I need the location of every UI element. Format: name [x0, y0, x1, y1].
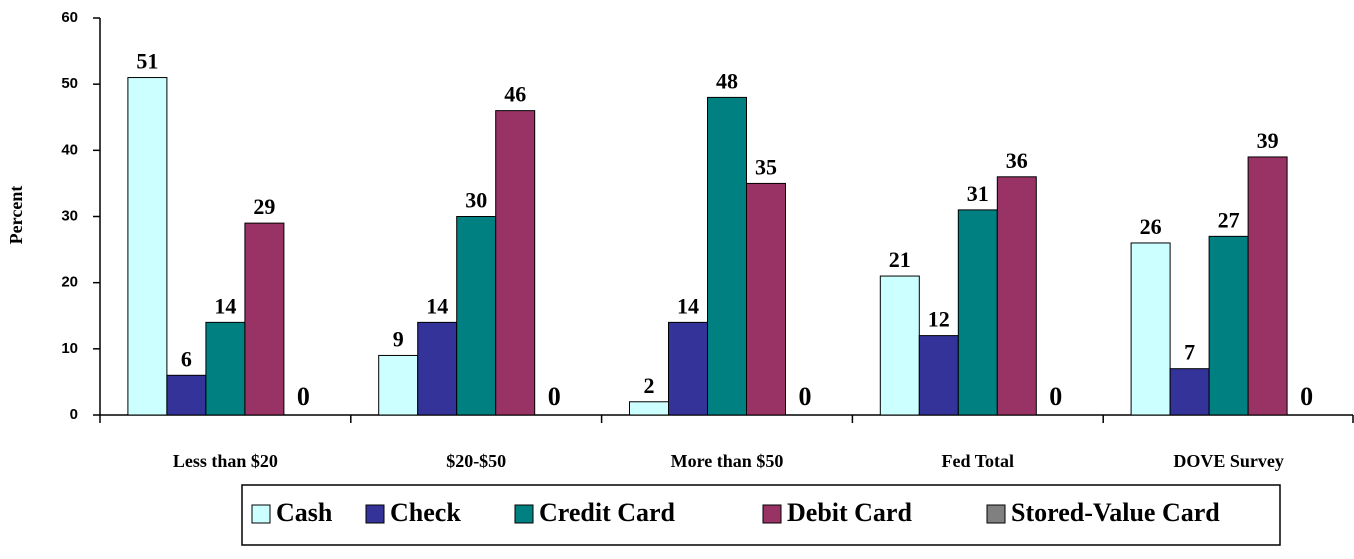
- y-tick-label: 0: [70, 406, 78, 423]
- data-label: 26: [1140, 214, 1162, 239]
- bar: [879, 275, 920, 416]
- data-label: 31: [967, 181, 989, 206]
- data-label: 46: [504, 82, 526, 107]
- legend-swatch: [762, 504, 782, 524]
- x-tick-label: $20-$50: [446, 451, 506, 471]
- bar: [707, 96, 747, 416]
- bar: [996, 176, 1037, 416]
- legend-label: Stored-Value Card: [1011, 498, 1220, 527]
- y-axis-label: Percent: [6, 186, 26, 245]
- bar: [1247, 156, 1288, 416]
- data-label: 30: [465, 188, 487, 213]
- bar: [629, 401, 669, 416]
- data-label: 0: [799, 382, 812, 411]
- data-label: 0: [1300, 382, 1313, 411]
- data-label: 2: [644, 373, 655, 398]
- bar: [205, 321, 246, 416]
- data-label: 36: [1006, 148, 1028, 173]
- data-label: 27: [1218, 207, 1240, 232]
- data-label: 0: [297, 382, 310, 411]
- data-label: 14: [426, 293, 448, 318]
- y-tick-label: 60: [61, 9, 78, 26]
- data-label: 39: [1257, 128, 1279, 153]
- bar: [918, 335, 959, 416]
- legend-label: Credit Card: [539, 498, 676, 527]
- x-tick-label: DOVE Survey: [1173, 451, 1284, 471]
- bar: [378, 354, 419, 416]
- x-tick-label: More than $50: [671, 451, 784, 471]
- x-tick-label: Fed Total: [942, 451, 1015, 471]
- y-tick-label: 30: [61, 207, 78, 224]
- bar: [495, 110, 536, 416]
- legend-label: Check: [390, 498, 461, 527]
- bar: [127, 77, 168, 416]
- data-label: 6: [181, 346, 192, 371]
- bar: [1169, 368, 1210, 416]
- data-label: 12: [928, 307, 950, 332]
- data-label: 35: [755, 154, 777, 179]
- legend-swatch: [365, 504, 385, 524]
- bar: [166, 374, 207, 416]
- bar: [244, 222, 285, 416]
- data-label: 21: [889, 247, 911, 272]
- y-tick-label: 40: [61, 141, 78, 158]
- legend-swatch: [514, 504, 534, 524]
- legend-swatch: [251, 504, 271, 524]
- legend-swatch: [986, 504, 1006, 524]
- data-label: 9: [393, 326, 404, 351]
- legend-label: Debit Card: [787, 498, 912, 527]
- data-label: 0: [1049, 382, 1062, 411]
- data-label: 14: [677, 293, 699, 318]
- data-label: 51: [136, 49, 158, 74]
- y-tick-label: 20: [61, 274, 78, 291]
- data-label: 7: [1184, 340, 1195, 365]
- bar: [1130, 242, 1171, 416]
- data-label: 0: [548, 382, 561, 411]
- legend-box: [241, 484, 1281, 546]
- y-tick-label: 10: [61, 340, 78, 357]
- bar: [456, 216, 497, 416]
- bar: [746, 182, 786, 416]
- data-label: 14: [214, 293, 236, 318]
- bar: [668, 321, 708, 416]
- bar: [417, 321, 458, 416]
- data-label: 48: [716, 68, 738, 93]
- bar: [957, 209, 998, 416]
- x-tick-label: Less than $20: [173, 451, 278, 471]
- legend-label: Cash: [276, 498, 333, 527]
- data-label: 29: [253, 194, 275, 219]
- y-tick-label: 50: [61, 75, 78, 92]
- bar: [1208, 235, 1249, 416]
